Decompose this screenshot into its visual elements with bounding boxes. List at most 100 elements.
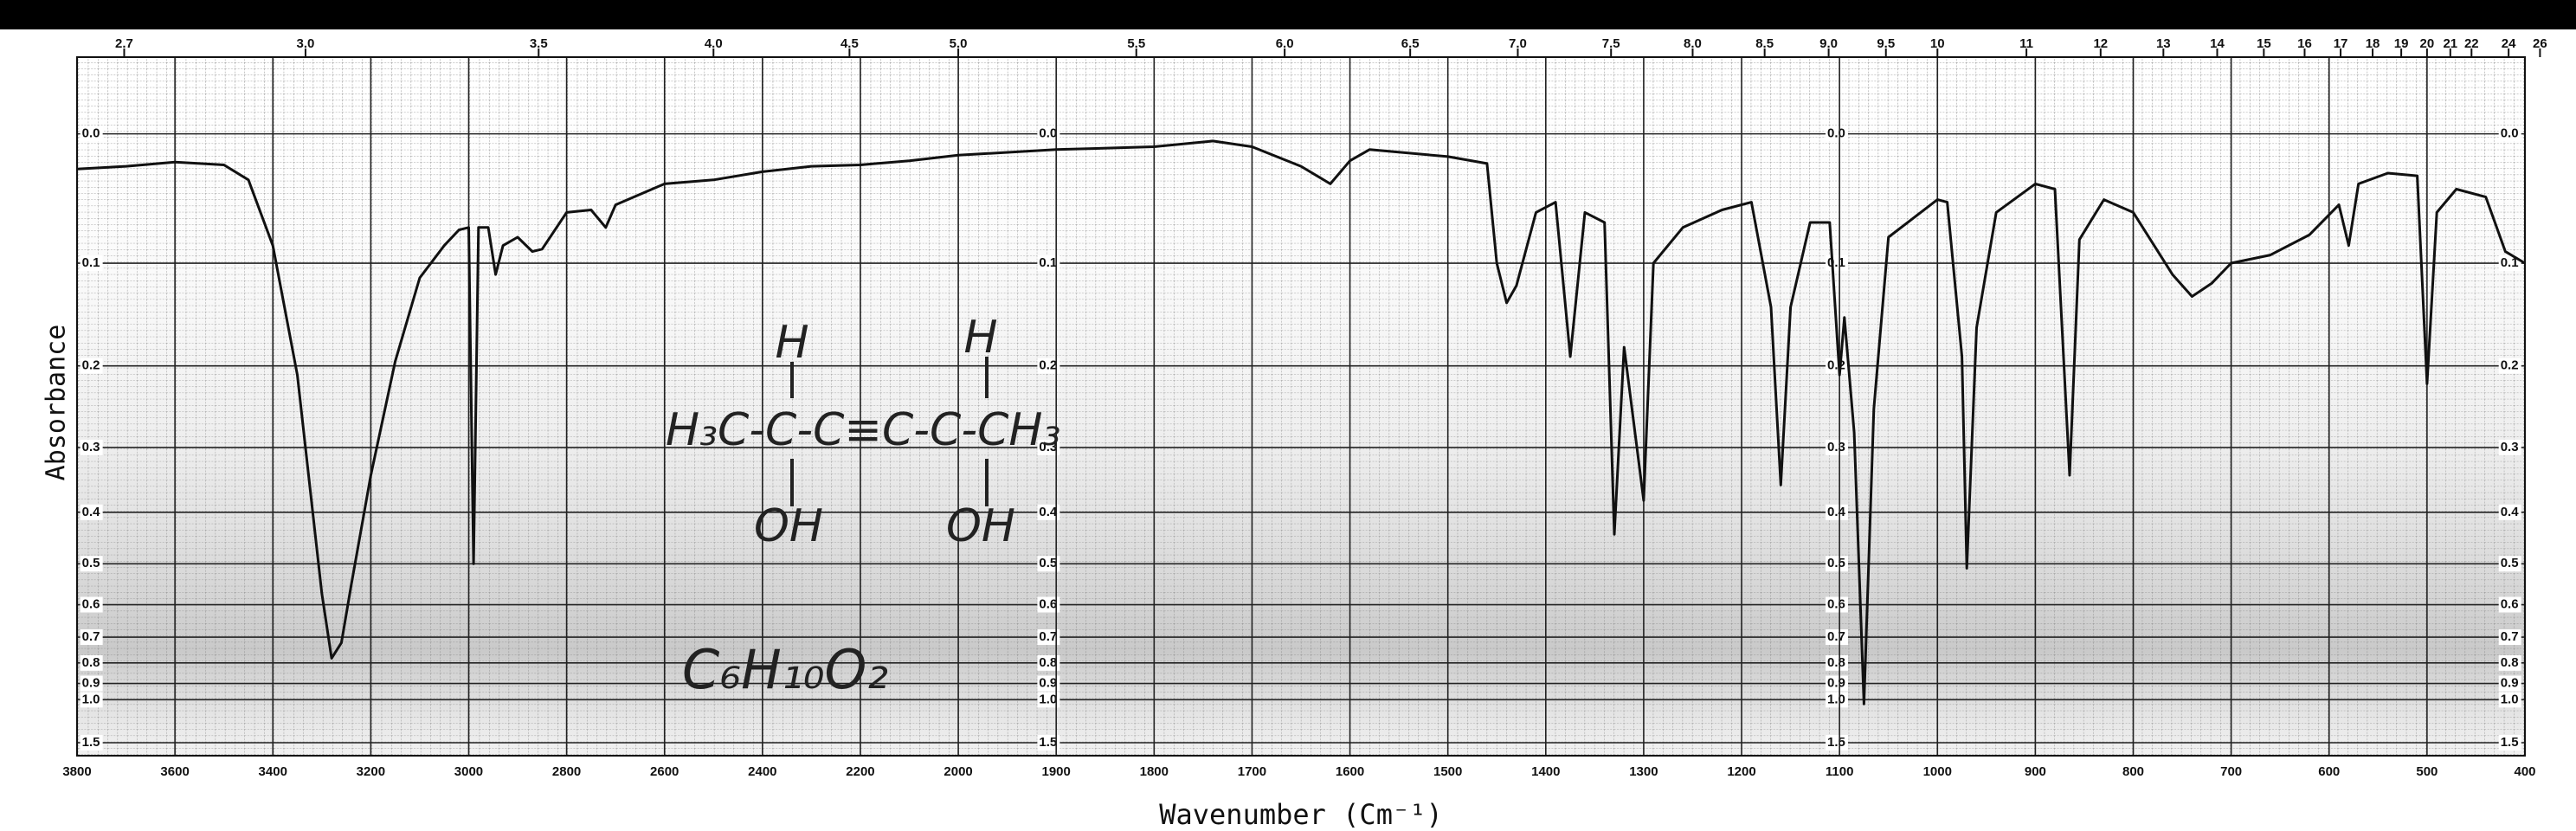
x-tick-label: 2400 [748, 764, 776, 779]
x2-tick-label: 4.5 [840, 36, 859, 51]
annotation: H [963, 312, 997, 364]
y-tick-label: 0.0 [2501, 126, 2519, 141]
y-tick-label: 0.6 [1827, 596, 1845, 611]
y-tick-label: 1.0 [1827, 692, 1845, 706]
x-tick-label: 1000 [1923, 764, 1952, 779]
x2-tick-label: 8.5 [1755, 36, 1774, 51]
x-tick-label: 1700 [1238, 764, 1266, 779]
x2-tick-label: 26 [2533, 36, 2547, 51]
x-tick-label: 1500 [1433, 764, 1462, 779]
x-tick-label: 700 [2220, 764, 2242, 779]
label-bg [1037, 675, 1060, 692]
y-tick-label: 1.5 [82, 735, 100, 750]
label-bg [1826, 126, 1849, 142]
x2-tick-label: 6.5 [1401, 36, 1420, 51]
label-bg [80, 556, 103, 572]
y-tick-label: 0.5 [1827, 556, 1845, 570]
x-tick-label: 2000 [943, 764, 972, 779]
x-tick-label: 3800 [62, 764, 91, 779]
y-tick-label: 0.1 [82, 255, 100, 270]
x-tick-label: 1300 [1629, 764, 1658, 779]
label-bg [1037, 439, 1060, 455]
label-bg [1826, 734, 1849, 750]
label-bg [1037, 504, 1060, 520]
label-bg [2498, 734, 2521, 750]
y-tick-label: 0.9 [82, 675, 100, 690]
plot-frame [76, 56, 2526, 757]
label-bg [2498, 556, 2521, 572]
x-tick-label: 3200 [357, 764, 385, 779]
y-tick-label: 0.3 [82, 440, 100, 454]
annotation: OH [946, 500, 1015, 552]
label-bg [2498, 654, 2521, 671]
y-tick-label: 0.3 [1039, 440, 1057, 454]
y-tick-label: 0.9 [2501, 675, 2519, 690]
label-bg [2498, 629, 2521, 646]
label-bg [1826, 692, 1849, 708]
annotation: C₆H₁₀O₂ [682, 638, 888, 701]
structure: H H H₃C-C-C≡C-C-CH₃ OH OH C₆H₁₀O₂ [666, 312, 1060, 701]
x-tick-label: 1900 [1042, 764, 1071, 779]
y-tick-label: 0.7 [1827, 629, 1845, 644]
x-tick-label: 1200 [1727, 764, 1755, 779]
x-tick-label: 1400 [1531, 764, 1560, 779]
y-tick-label: 1.0 [82, 692, 100, 706]
y-tick-label: 0.8 [1827, 655, 1845, 670]
y-tick-label: 0.6 [1039, 596, 1057, 611]
y-tick-label: 0.1 [1039, 255, 1057, 270]
x-tick-label: 3600 [160, 764, 189, 779]
x-tick-label: 800 [2122, 764, 2144, 779]
label-bg [80, 126, 103, 142]
x-tick-label: 2200 [846, 764, 874, 779]
label-bg [2498, 255, 2521, 272]
x2-tick-label: 22 [2464, 36, 2479, 51]
y-tick-label: 0.0 [1827, 126, 1845, 141]
y-tick-label: 0.2 [1827, 358, 1845, 373]
y-tick-label: 0.8 [2501, 655, 2519, 670]
x-tick-label: 2600 [650, 764, 679, 779]
x2-tick-label: 9.0 [1819, 36, 1838, 51]
y-tick-label: 0.6 [82, 596, 100, 611]
label-bg [1037, 596, 1060, 613]
x-tick-label: 2800 [552, 764, 581, 779]
y-tick-label: 0.9 [1827, 675, 1845, 690]
label-bg [1037, 654, 1060, 671]
y-tick-label: 0.4 [82, 505, 101, 519]
label-bg [1826, 504, 1849, 520]
y-tick-label: 0.8 [82, 655, 100, 670]
x2-tick-label: 14 [2210, 36, 2225, 51]
label-bg [1037, 255, 1060, 272]
x2-tick-label: 6.0 [1276, 36, 1294, 51]
x2-tick-label: 18 [2366, 36, 2380, 51]
label-bg [1826, 556, 1849, 572]
label-bg [80, 734, 103, 750]
x2-tick-label: 8.0 [1684, 36, 1702, 51]
x2-tick-label: 5.5 [1127, 36, 1145, 51]
x2-tick-label: 4.0 [705, 36, 723, 51]
x-tick-label: 600 [2318, 764, 2340, 779]
y-tick-label: 0.1 [2501, 255, 2519, 270]
annotation: OH [754, 500, 823, 552]
y-axis-label: Absorbance [42, 325, 72, 481]
y-tick-label: 0.0 [82, 126, 100, 141]
label-bg [1826, 675, 1849, 692]
x2-tick-label: 20 [2420, 36, 2435, 51]
y-tick-label: 0.7 [2501, 629, 2519, 644]
x-tick-label: 1600 [1336, 764, 1364, 779]
label-bg [80, 255, 103, 272]
label-bg [80, 596, 103, 613]
label-bg [80, 654, 103, 671]
y-tick-label: 1.5 [2501, 735, 2519, 750]
label-bg [2498, 675, 2521, 692]
y-tick-label: 0.0 [1039, 126, 1057, 141]
x-tick-label: 1800 [1140, 764, 1169, 779]
y-tick-label: 1.5 [1827, 735, 1845, 750]
x2-tick-label: 21 [2443, 36, 2457, 51]
label-bg [80, 358, 103, 374]
x2-tick-label: 9.5 [1877, 36, 1895, 51]
label-bg [2498, 596, 2521, 613]
x2-tick-label: 3.5 [530, 36, 548, 51]
label-bg [1826, 629, 1849, 646]
y-tick-label: 0.5 [2501, 556, 2519, 570]
